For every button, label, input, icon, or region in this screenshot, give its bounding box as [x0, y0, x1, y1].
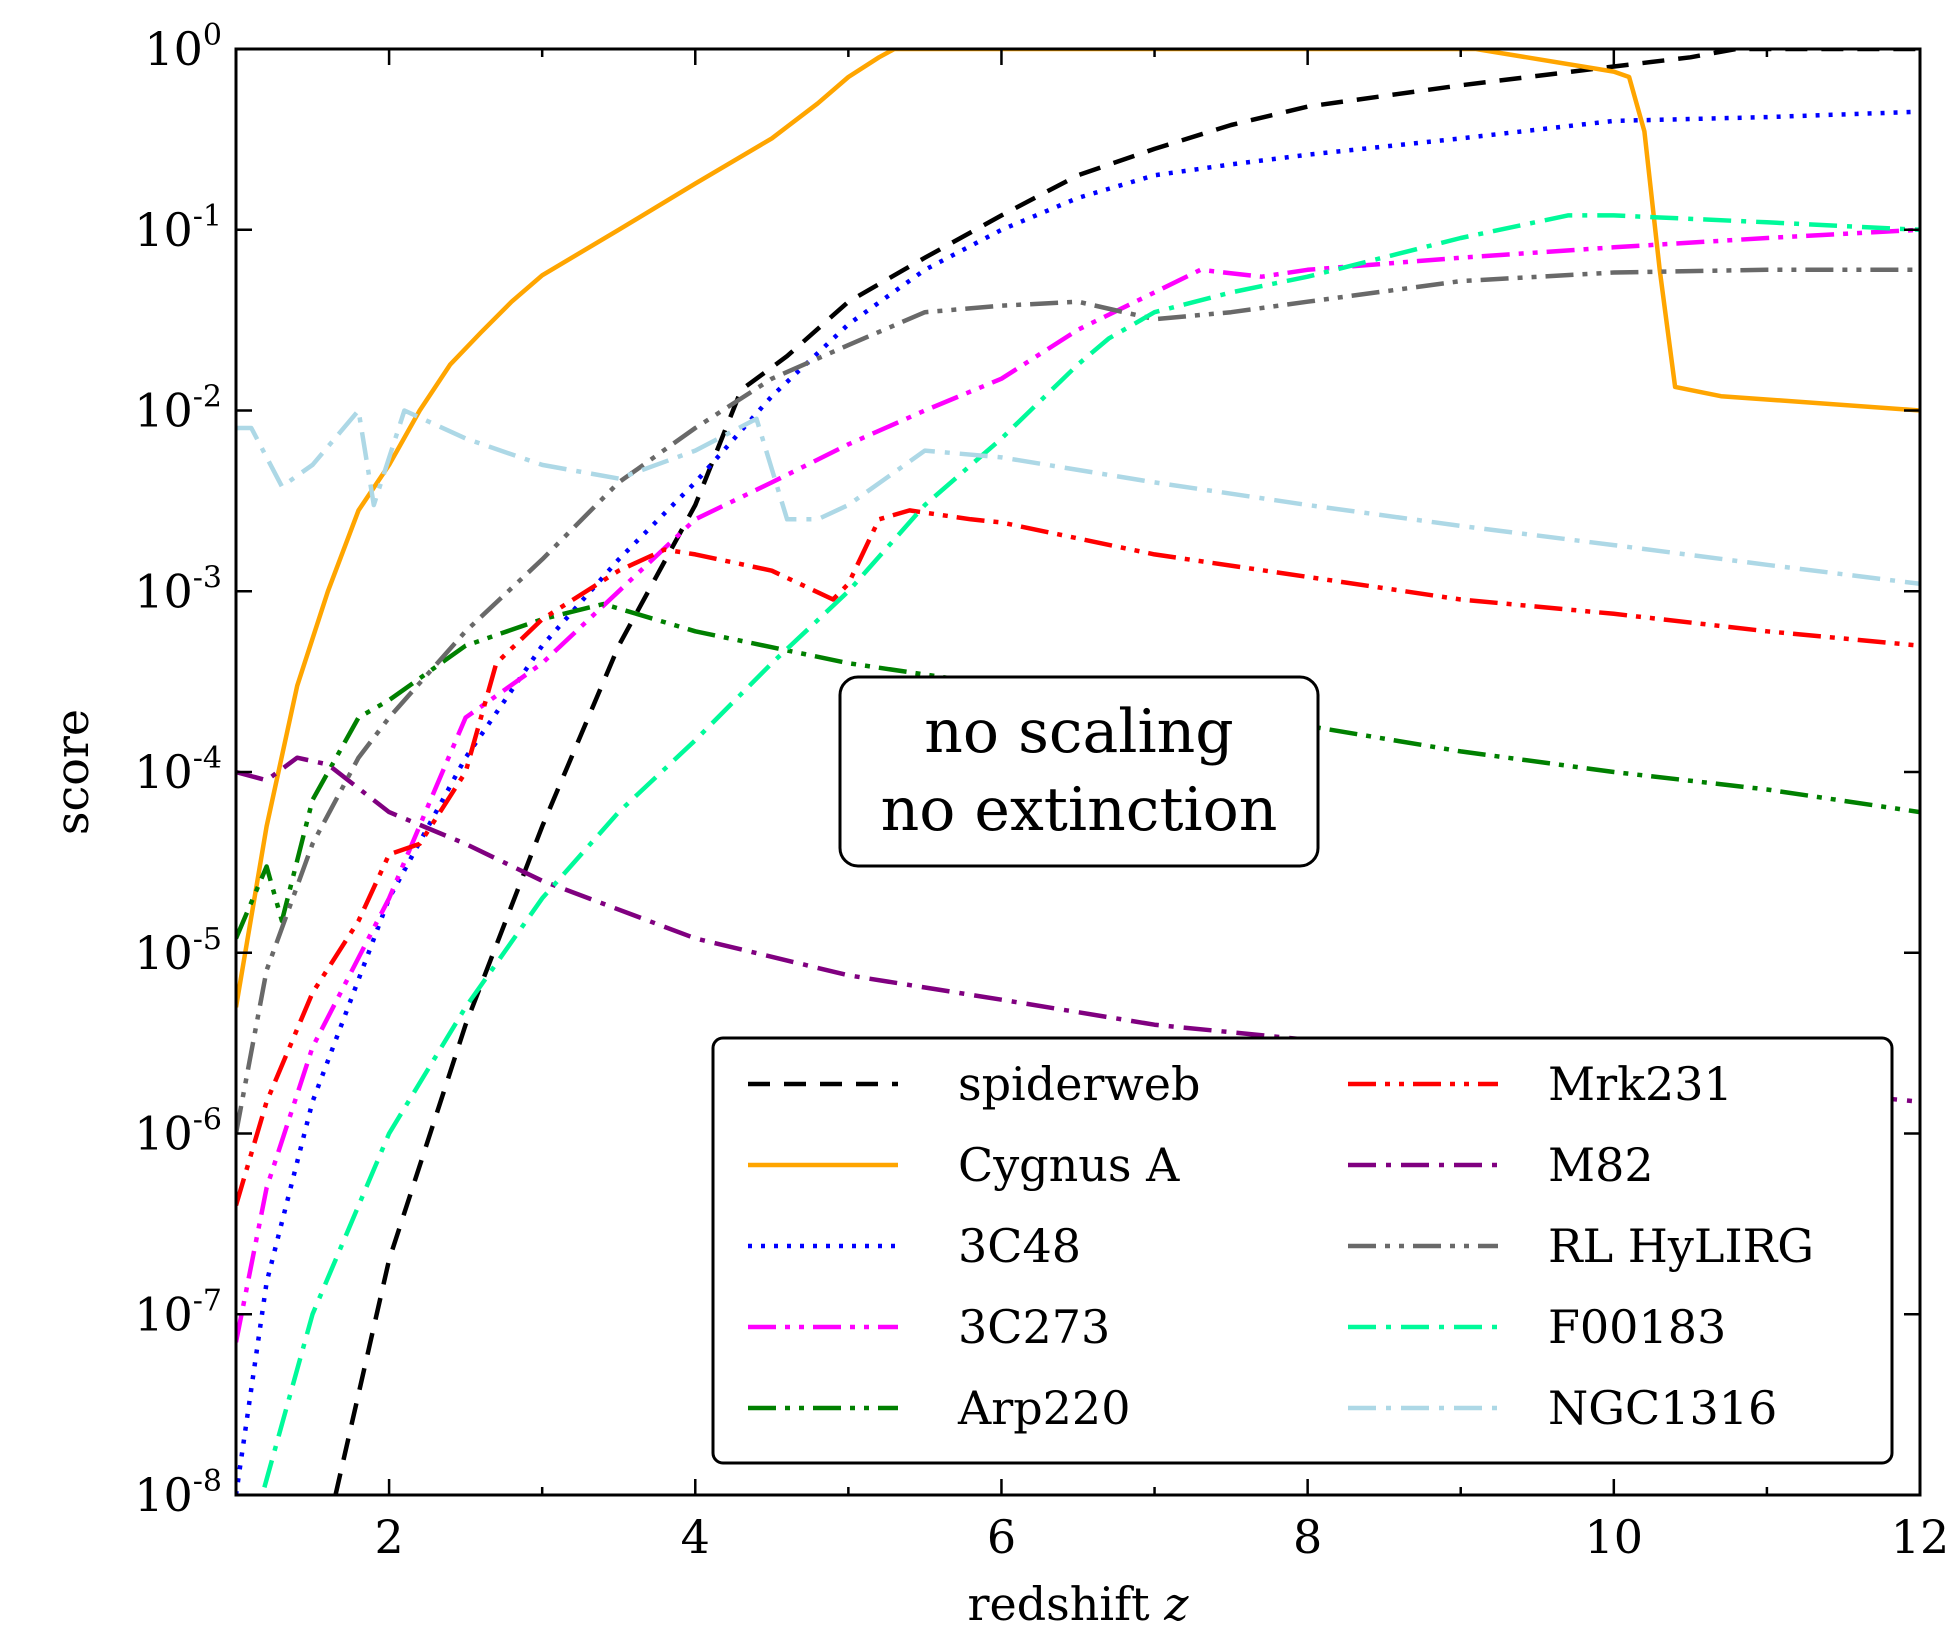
y-tick-label: 10-2 [134, 380, 222, 438]
y-tick-label: 10-8 [134, 1464, 222, 1522]
series-line-3c273 [236, 227, 1920, 1343]
annotation-frame [838, 675, 1320, 868]
x-tick-label: 8 [1293, 1510, 1322, 1564]
x-tick-label: 6 [987, 1510, 1016, 1564]
y-tick-label: 100 [144, 18, 222, 76]
y-tick-label: 10-7 [134, 1283, 222, 1341]
annotation-box: no scaling no extinction [838, 675, 1320, 868]
series-line-3c48 [236, 109, 1920, 1495]
annotation-line-2: no extinction [881, 775, 1278, 845]
x-tick-label: 12 [1891, 1510, 1950, 1564]
x-tick-label: 2 [374, 1510, 403, 1564]
legend-label-ngc1316: NGC1316 [1548, 1381, 1777, 1435]
x-axis-variable: z [1163, 1577, 1189, 1631]
legend-label-spiderweb: spiderweb [958, 1057, 1200, 1111]
x-axis: 2 4 6 8 10 12 [234, 49, 1950, 1564]
y-tick-label: 10-4 [134, 741, 222, 799]
legend-label-mrk231: Mrk231 [1548, 1057, 1733, 1111]
series-layer [236, 49, 1920, 1495]
legend-label-cygnus-a: Cygnus A [958, 1138, 1180, 1192]
y-tick-label: 10-6 [134, 1103, 222, 1161]
legend-label-3c273: 3C273 [958, 1300, 1110, 1354]
legend: spiderweb Cygnus A 3C48 3C273 Arp220 Mrk231 M8… [711, 1036, 1894, 1465]
series-line-arp220 [236, 601, 1920, 940]
series-line-spiderweb [333, 49, 1920, 1495]
series-line-rl-hylirg [236, 267, 1920, 1134]
series-line-ngc1316 [236, 408, 1920, 587]
y-tick-label: 10-1 [134, 199, 222, 257]
x-tick-label: 4 [681, 1510, 710, 1564]
legend-label-arp220: Arp220 [957, 1381, 1130, 1435]
legend-label-rl-hylirg: RL HyLIRG [1548, 1219, 1814, 1273]
legend-frame [711, 1036, 1894, 1465]
series-line-m82 [236, 755, 1920, 1104]
y-tick-label: 10-3 [134, 560, 222, 618]
y-axis-label: score [45, 709, 99, 835]
series-line-f00183 [259, 213, 1920, 1495]
x-tick-label: 10 [1585, 1510, 1644, 1564]
series-line-cygnus-a [236, 49, 1920, 1008]
series-line-mrk231 [236, 508, 1920, 1207]
legend-label-f00183: F00183 [1548, 1300, 1726, 1354]
y-axis: 100 10-1 10-2 10-3 10-4 10-5 10-6 10-7 10-8 [134, 18, 1920, 1522]
y-tick-label: 10-5 [134, 922, 222, 980]
legend-label-3c48: 3C48 [958, 1219, 1081, 1273]
legend-label-m82: M82 [1548, 1138, 1654, 1192]
annotation-line-1: no scaling [924, 697, 1233, 767]
x-axis-label: redshift z [968, 1577, 1190, 1631]
